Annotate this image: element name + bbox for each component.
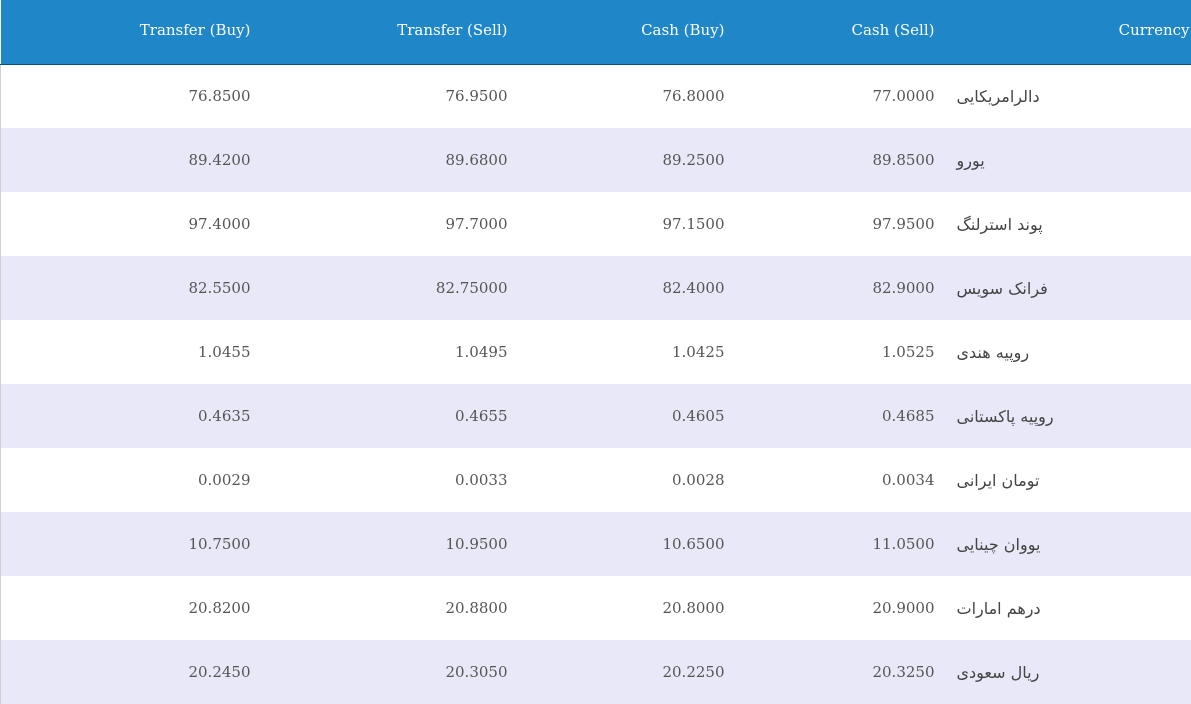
cash-sell-cell: 77.0000	[872, 87, 935, 106]
table-row: 0.4635 0.4655 0.4605 0.4685 روپیه پاکستانی	[0, 384, 1191, 448]
transfer-buy-cell: 20.8200	[0, 576, 261, 640]
transfer-buy-cell: 20.2450	[0, 640, 261, 704]
table-row: 89.4200 89.6800 89.2500 89.8500 یورو	[0, 128, 1191, 192]
currency-name-cell: درهم امارات	[956, 598, 1041, 618]
currency-name-cell: روپیه هندی	[956, 342, 1030, 362]
cash-sell-cell: 11.0500	[872, 535, 935, 553]
header-row: Transfer (Buy) Transfer (Sell) Cash (Buy…	[0, 0, 1191, 65]
cash-sell-cell: 20.3250	[872, 663, 935, 681]
cash-buy-cell: 20.2250	[662, 663, 725, 681]
table-header: Transfer (Buy) Transfer (Sell) Cash (Buy…	[0, 0, 1191, 65]
transfer-sell-cell: 10.9500	[445, 535, 508, 553]
currency-name-cell: تومان ایرانی	[956, 470, 1040, 490]
transfer-sell-cell: 97.7000	[445, 215, 508, 233]
table-row: 10.7500 10.9500 10.6500 11.0500 یووان چینایی	[0, 512, 1191, 576]
currency-name-cell: یووان چینایی	[956, 534, 1041, 554]
cash-buy-cell: 20.8000	[662, 599, 725, 617]
transfer-sell-cell: 82.75000	[435, 279, 508, 297]
transfer-buy-cell: 89.4200	[0, 128, 261, 192]
transfer-buy-cell: 0.4635	[0, 384, 261, 448]
cash-sell-cell: 20.9000	[872, 599, 935, 617]
transfer-sell-cell: 76.9500	[445, 87, 508, 106]
transfer-buy-cell: 82.5500	[0, 256, 261, 320]
table-body: 76.8500 76.9500 76.8000 77.0000 دالرامریکایی…	[0, 64, 1191, 704]
cash-buy-cell: 76.8000	[662, 87, 725, 106]
transfer-buy-cell: 76.8500	[0, 64, 261, 128]
cash-sell-cell: 0.4685	[882, 407, 935, 425]
transfer-buy-cell: 0.0029	[0, 448, 261, 512]
currency-name-cell: یورو	[956, 150, 985, 170]
table-row: 76.8500 76.9500 76.8000 77.0000 دالرامریکایی	[0, 64, 1191, 128]
cash-buy-cell: 97.1500	[662, 215, 725, 233]
cash-buy-cell: 10.6500	[662, 535, 725, 553]
cash-buy-cell: 89.2500	[662, 151, 725, 169]
currency-name-cell: فرانک سویس	[956, 278, 1048, 298]
cash-sell-cell: 82.9000	[872, 279, 935, 297]
header-currency: Currency	[944, 0, 1191, 65]
header-cash-buy: Cash (Buy)	[517, 0, 735, 65]
currency-name-cell: روپیه پاکستانی	[956, 406, 1054, 426]
currency-name-cell: دالرامریکایی	[956, 86, 1040, 106]
transfer-buy-cell: 10.7500	[0, 512, 261, 576]
transfer-sell-cell: 0.0033	[455, 471, 508, 489]
cash-buy-cell: 82.4000	[662, 279, 725, 297]
transfer-sell-cell: 0.4655	[455, 407, 508, 425]
cash-sell-cell: 97.9500	[872, 215, 935, 233]
cash-buy-cell: 0.0028	[672, 471, 725, 489]
cash-buy-cell: 1.0425	[672, 343, 725, 361]
cash-sell-cell: 89.8500	[872, 151, 935, 169]
transfer-buy-cell: 1.0455	[0, 320, 261, 384]
transfer-sell-cell: 89.6800	[445, 151, 508, 169]
cash-sell-cell: 1.0525	[882, 343, 935, 361]
transfer-sell-cell: 1.0495	[455, 343, 508, 361]
currency-name-cell: پوند استرلنگ	[956, 214, 1043, 234]
cash-sell-cell: 0.0034	[882, 471, 935, 489]
table-row: 82.5500 82.75000 82.4000 82.9000 فرانک سویس	[0, 256, 1191, 320]
cash-buy-cell: 0.4605	[672, 407, 725, 425]
table-row: 20.2450 20.3050 20.2250 20.3250 ریال سعودی	[0, 640, 1191, 704]
header-cash-sell: Cash (Sell)	[734, 0, 945, 65]
table-row: 0.0029 0.0033 0.0028 0.0034 تومان ایرانی	[0, 448, 1191, 512]
table-row: 20.8200 20.8800 20.8000 20.9000 درهم امارات	[0, 576, 1191, 640]
transfer-sell-cell: 20.8800	[445, 599, 508, 617]
transfer-sell-cell: 20.3050	[445, 663, 508, 681]
header-transfer-sell: Transfer (Sell)	[260, 0, 518, 65]
currency-name-cell: ریال سعودی	[956, 662, 1040, 682]
table-row: 97.4000 97.7000 97.1500 97.9500 پوند استرلنگ	[0, 192, 1191, 256]
table-row: 1.0455 1.0495 1.0425 1.0525 روپیه هندی	[0, 320, 1191, 384]
transfer-buy-cell: 97.4000	[0, 192, 261, 256]
header-transfer-buy: Transfer (Buy)	[0, 0, 261, 65]
